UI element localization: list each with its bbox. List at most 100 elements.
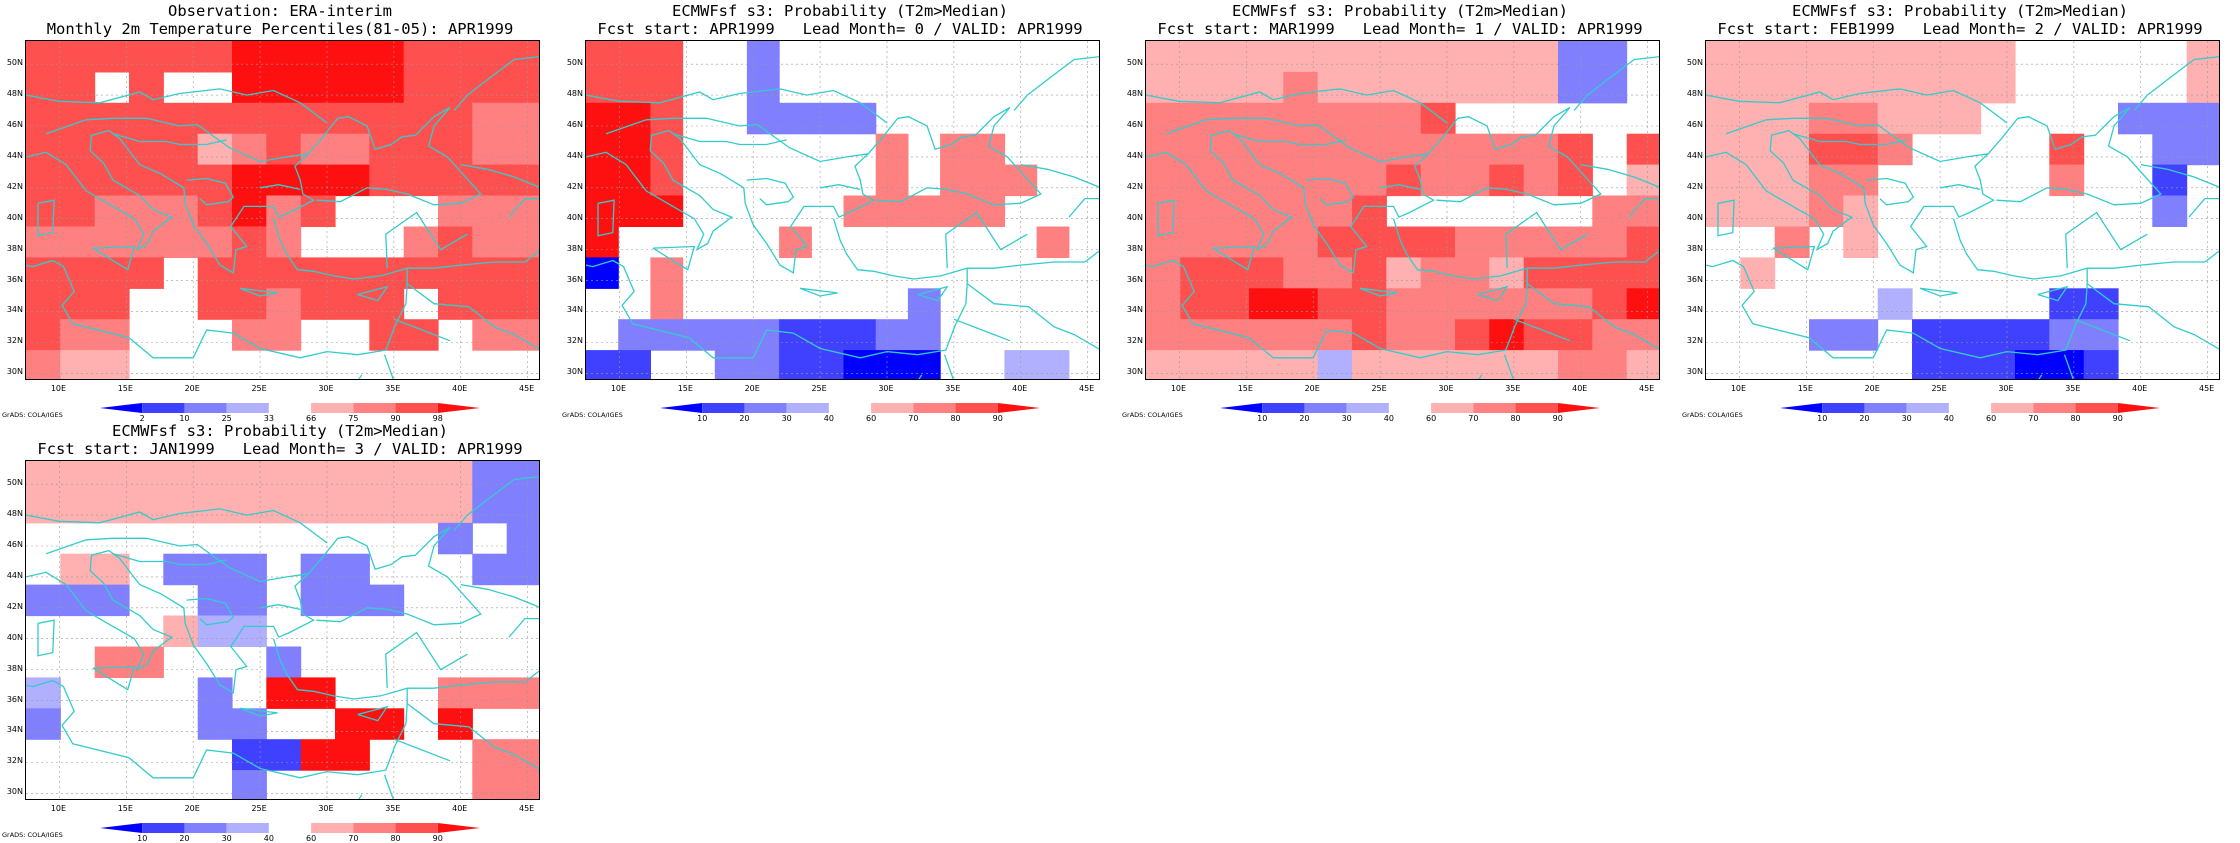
- shaded-cell: [1180, 133, 1216, 166]
- lat-label: 46N: [6, 120, 23, 129]
- lat-label: 48N: [6, 509, 23, 519]
- shaded-cell: [472, 319, 508, 351]
- shaded-cell: [129, 646, 164, 678]
- shaded-cell: [300, 257, 336, 289]
- shaded-cell: [300, 288, 336, 320]
- shaded-cell: [1214, 319, 1250, 351]
- colorbar-label: 20: [179, 834, 190, 843]
- shaded-cell: [266, 461, 302, 493]
- coastline: [1212, 245, 1256, 271]
- shaded-cell: [1317, 226, 1353, 258]
- coastline: [2037, 285, 2069, 302]
- coastline: [967, 250, 1099, 269]
- coastline: [1232, 133, 1347, 146]
- shaded-cell: [232, 770, 267, 799]
- colorbar-label: 40: [263, 834, 274, 843]
- shaded-cell: [1523, 319, 1559, 351]
- lat-label: 50N: [1686, 58, 1703, 68]
- coastline: [460, 583, 539, 608]
- lat-label: 42N: [566, 181, 583, 191]
- colorbar-label: 98: [432, 414, 443, 423]
- panel-title: ECMWFsf s3: Probability (T2m>Median) Fcst…: [560, 2, 1120, 38]
- colorbar-segment: [828, 403, 872, 413]
- shaded-cell: [403, 226, 439, 258]
- shaded-cell: [1146, 164, 1181, 197]
- shaded-cell: [1180, 257, 1216, 289]
- shaded-cell: [2083, 288, 2119, 320]
- shaded-cell: [1420, 350, 1456, 379]
- shaded-cell: [1352, 195, 1387, 227]
- shaded-cell: [1592, 195, 1628, 227]
- lon-label: 35E: [2065, 384, 2081, 393]
- map-svg: [586, 41, 1099, 379]
- shaded-cell: [232, 615, 267, 647]
- shaded-cell: [472, 41, 508, 73]
- shaded-cell: [940, 195, 973, 227]
- shaded-cell: [26, 708, 61, 740]
- lat-label: 40N: [6, 212, 23, 222]
- shaded-cell: [197, 615, 233, 647]
- shaded-cell: [1249, 257, 1284, 289]
- coastline: [1717, 199, 1735, 237]
- shaded-cell: [1843, 102, 1879, 135]
- coastline: [1165, 117, 1429, 163]
- shaded-cell: [163, 491, 199, 524]
- shaded-cell: [60, 195, 96, 227]
- shaded-cell: [843, 102, 877, 135]
- colorbar-label: 90: [992, 414, 1003, 423]
- shaded-cell: [1740, 257, 1776, 289]
- shaded-cell: [60, 350, 96, 379]
- lon-label: 25E: [1371, 384, 1387, 393]
- shaded-cell: [1352, 41, 1387, 73]
- coastline: [2188, 197, 2219, 218]
- shaded-cell: [266, 739, 302, 771]
- shaded-cell: [94, 195, 130, 227]
- shaded-cell: [650, 71, 684, 104]
- coastline: [918, 374, 923, 379]
- shaded-cell: [2083, 319, 2119, 351]
- coastline: [1939, 184, 1981, 191]
- colorbar-label: 20: [1299, 414, 1310, 423]
- coastline: [407, 250, 539, 269]
- lon-label: 45E: [518, 384, 535, 393]
- shaded-cell: [1386, 133, 1422, 166]
- shaded-cell: [197, 257, 233, 289]
- shaded-cell: [1283, 257, 1319, 289]
- coastline: [605, 117, 869, 163]
- colorbar-label: 10: [179, 414, 190, 423]
- colorbar-segment: [226, 823, 269, 833]
- coastline: [966, 283, 1099, 350]
- colorbar-label: 40: [1383, 414, 1394, 423]
- shaded-cell: [472, 288, 508, 320]
- shaded-cell: [197, 491, 233, 524]
- map-svg: [1706, 41, 2219, 379]
- shaded-cell: [1214, 41, 1250, 73]
- shaded-cell: [1283, 41, 1319, 73]
- lat-label: 46N: [1686, 120, 1703, 129]
- map-panel: Observation: ERA-interim Monthly 2m Tempe…: [0, 0, 560, 423]
- shaded-cell: [650, 257, 684, 289]
- shaded-cell: [2152, 102, 2188, 135]
- panel-title: Observation: ERA-interim Monthly 2m Tempe…: [0, 2, 560, 38]
- shaded-cell: [1706, 195, 1741, 227]
- shaded-cell: [26, 677, 61, 709]
- shaded-cell: [2152, 133, 2188, 166]
- coastline: [26, 106, 482, 274]
- shaded-cell: [2152, 195, 2188, 227]
- shaded-cell: [163, 553, 199, 586]
- coastline: [1306, 177, 1355, 206]
- shaded-cell: [875, 164, 909, 197]
- panel-title-line2: Fcst start: JAN1999 Lead Month= 3 / VALI…: [37, 440, 523, 458]
- shaded-cell: [129, 461, 164, 493]
- coastline: [26, 88, 328, 124]
- shaded-cell: [1386, 319, 1422, 351]
- shaded-cell: [266, 164, 302, 197]
- coastline: [1068, 197, 1099, 218]
- colorbar-label: 90: [432, 834, 443, 843]
- coastline: [1628, 197, 1659, 218]
- shaded-cell: [779, 102, 812, 135]
- coastline: [652, 245, 696, 271]
- colorbar-label: 60: [1986, 414, 1997, 423]
- lat-label: 44N: [6, 150, 23, 160]
- shaded-cell: [506, 102, 539, 135]
